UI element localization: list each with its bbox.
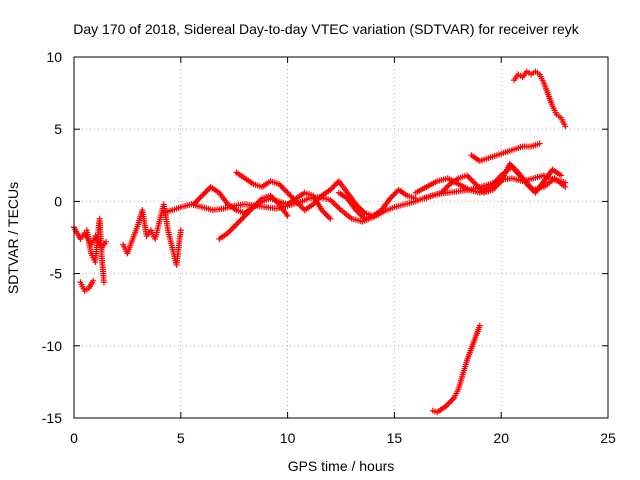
y-tick-label: 5	[54, 121, 62, 137]
data-point	[284, 189, 291, 196]
data-point	[469, 178, 476, 185]
data-point	[446, 399, 453, 406]
data-point	[327, 215, 334, 222]
series-sat-g	[216, 189, 334, 242]
data-point	[233, 221, 240, 228]
x-tick-label: 25	[600, 430, 616, 446]
x-tick-label: 10	[280, 430, 296, 446]
data-point	[330, 183, 337, 190]
data-point	[357, 205, 364, 212]
x-axis-label: GPS time / hours	[288, 458, 395, 474]
data-point	[471, 179, 478, 186]
data-point	[558, 172, 565, 179]
data-point	[230, 224, 237, 231]
series-sat-n	[429, 322, 483, 416]
data-point	[234, 220, 241, 227]
x-tick-label: 15	[387, 430, 403, 446]
data-point	[177, 227, 184, 234]
y-tick-label: 0	[54, 193, 62, 209]
grid-lines	[74, 57, 608, 418]
data-point	[476, 322, 483, 329]
axis-ticks	[73, 56, 609, 419]
y-tick-label: 10	[46, 49, 62, 65]
data-point	[357, 211, 364, 218]
y-axis-label: SDTVAR / TECUs	[5, 182, 21, 294]
data-point	[193, 198, 200, 205]
data-point	[197, 194, 204, 201]
data-point	[200, 191, 207, 198]
data-point	[229, 225, 236, 232]
data-point	[441, 186, 448, 193]
data-point	[325, 214, 332, 221]
data-point	[103, 238, 110, 245]
data-point	[444, 183, 451, 190]
y-tick-labels: -15 -10 -5 0 5 10	[42, 49, 62, 426]
data-point	[237, 217, 244, 224]
data-point	[445, 400, 452, 407]
series-sat-c	[83, 215, 107, 286]
data-point	[227, 227, 234, 234]
data-point	[287, 192, 294, 199]
data-point	[278, 183, 285, 190]
data-point	[199, 192, 206, 199]
data-point	[412, 195, 419, 202]
series-sat-d	[120, 201, 184, 268]
data-point	[231, 222, 238, 229]
data-point	[323, 211, 330, 218]
chart-title: Day 170 of 2018, Sidereal Day-to-day VTE…	[73, 21, 579, 37]
series-sat-b	[77, 277, 97, 294]
data-point	[286, 191, 293, 198]
y-tick-label: -5	[50, 266, 63, 282]
data-point	[391, 191, 398, 198]
data-point	[468, 176, 475, 183]
data-point	[355, 209, 362, 216]
series-sat-l	[468, 140, 543, 164]
data-point	[562, 123, 569, 130]
y-tick-label: -10	[42, 338, 62, 354]
data-point	[284, 212, 291, 219]
data-point	[280, 185, 287, 192]
data-point	[324, 212, 331, 219]
series-sat-i	[335, 186, 419, 222]
data-point	[194, 196, 201, 203]
data-point	[202, 189, 209, 196]
data-point	[331, 182, 338, 189]
x-tick-label: 20	[493, 430, 509, 446]
data-point	[240, 214, 247, 221]
series-sat-m	[511, 68, 569, 130]
data-point	[196, 195, 203, 202]
data-point	[389, 192, 396, 199]
data-point	[448, 397, 455, 404]
data-point	[203, 188, 210, 195]
data-points	[71, 68, 569, 416]
data-point	[562, 183, 569, 190]
data-point	[90, 277, 97, 284]
data-point	[239, 215, 246, 222]
series-sat-f	[190, 183, 291, 219]
data-point	[236, 218, 243, 225]
data-point	[100, 279, 107, 286]
data-point	[358, 207, 365, 214]
data-point	[333, 181, 340, 188]
data-point	[355, 204, 362, 211]
data-point	[321, 209, 328, 216]
series-sat-k	[421, 160, 565, 202]
data-point	[281, 186, 288, 193]
y-tick-label: -15	[42, 410, 62, 426]
x-tick-label: 5	[177, 430, 185, 446]
data-point	[536, 140, 543, 147]
data-point	[465, 173, 472, 180]
x-tick-label: 0	[70, 430, 78, 446]
data-point	[283, 188, 290, 195]
plot-frame	[73, 56, 609, 419]
x-tick-labels: 0 5 10 15 20 25	[70, 430, 616, 446]
